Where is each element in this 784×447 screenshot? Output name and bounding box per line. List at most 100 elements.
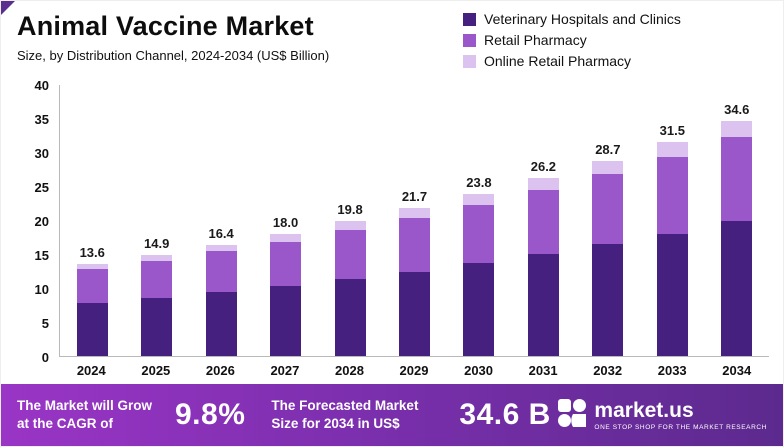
legend-label: Retail Pharmacy	[484, 32, 587, 48]
x-tick-label: 2028	[335, 363, 364, 378]
x-tick-label: 2027	[270, 363, 300, 378]
bar-segment	[398, 271, 430, 356]
bar-group: 26.2	[511, 159, 575, 356]
bar-total-label: 13.6	[79, 244, 105, 260]
y-tick-label: 35	[34, 112, 49, 127]
bar-total-label: 16.4	[208, 225, 234, 241]
x-tick-label: 2029	[399, 363, 429, 378]
y-tick-label: 30	[34, 146, 49, 161]
bar-segment	[334, 230, 366, 280]
market-us-logo-icon	[557, 398, 587, 433]
legend-item: Online Retail Pharmacy	[463, 53, 681, 69]
forecast-label: The Forecasted Market Size for 2034 in U…	[271, 398, 419, 431]
legend-label: Online Retail Pharmacy	[484, 53, 632, 69]
bar-segment	[592, 160, 624, 175]
bar-segment	[527, 254, 559, 356]
x-tick-label: 2032	[593, 363, 623, 378]
y-tick-label: 40	[34, 78, 49, 93]
bar-segment	[76, 263, 108, 269]
bar-total-label: 18.0	[272, 214, 299, 230]
bar-total-label: 21.7	[401, 189, 428, 205]
y-tick-label: 10	[34, 282, 49, 297]
bar-segment	[398, 208, 430, 218]
brand-name: market.us	[594, 398, 694, 422]
y-tick-label: 25	[34, 180, 49, 195]
bar-segment	[76, 302, 108, 356]
header: Animal Vaccine Market Size, by Distribut…	[17, 11, 329, 63]
bar-segment	[334, 221, 366, 231]
bar-segment	[527, 177, 559, 191]
bar-total-label: 26.2	[530, 158, 557, 174]
bar-segment	[721, 137, 753, 222]
legend-item: Retail Pharmacy	[463, 32, 681, 48]
bar-segment	[205, 292, 237, 356]
legend: Veterinary Hospitals and Clinics Retail P…	[463, 11, 681, 69]
bar-segment	[527, 190, 559, 254]
cagr-value: 9.8%	[175, 398, 246, 431]
legend-swatch-icon	[463, 54, 476, 68]
bar-segment	[398, 217, 430, 272]
bar-segment	[270, 241, 302, 286]
bar-segment	[656, 156, 688, 234]
bar-segment	[721, 120, 753, 138]
bar-segment	[141, 298, 173, 356]
bar-total-label: 14.9	[144, 235, 170, 251]
x-axis-labels: 2024 2025 2026 2027 2028 2029 2030 2031 2032 2033…	[59, 357, 769, 378]
bar-total-label: 23.8	[466, 175, 492, 191]
cagr-label: The Market will Grow at the CAGR of	[17, 398, 153, 431]
legend-swatch-icon	[463, 12, 476, 26]
bar-total-label: 28.7	[595, 141, 621, 157]
x-tick-label: 2025	[141, 363, 171, 378]
stacked-bar-chart: 0 5 10 15 20 25 30 35 40 13.6 14.9 16.4 18.0 19.8 21.…	[13, 78, 769, 378]
bar-segment	[592, 244, 624, 356]
legend-label: Veterinary Hospitals and Clinics	[484, 11, 681, 27]
bar-segment	[270, 285, 302, 356]
bar-group: 13.6	[60, 245, 124, 356]
bar-group: 23.8	[447, 175, 511, 356]
x-tick-label: 2026	[205, 363, 235, 378]
bar-group: 21.7	[382, 189, 446, 356]
bar-segment	[205, 244, 237, 252]
bar-segment	[205, 251, 237, 293]
bar-total-label: 19.8	[337, 202, 363, 218]
bar-group: 19.8	[318, 202, 382, 356]
bar-group: 16.4	[189, 225, 253, 356]
y-tick-label: 15	[34, 248, 49, 263]
corner-decoration	[1, 1, 15, 15]
bar-group: 31.5	[640, 123, 704, 356]
bar-group: 28.7	[576, 142, 640, 356]
bar-segment	[592, 174, 624, 245]
bar-segment	[656, 233, 688, 356]
bar-total-label: 34.6	[724, 101, 750, 117]
x-tick-label: 2030	[464, 363, 494, 378]
bar-segment	[656, 141, 688, 157]
bar-segment	[721, 221, 753, 356]
bar-group: 14.9	[124, 236, 188, 356]
bar-group: 34.6	[705, 102, 769, 356]
brand-tagline: ONE STOP SHOP FOR THE MARKET RESEARCH	[594, 423, 767, 431]
plot-area: 13.6 14.9 16.4 18.0 19.8 21.7 23.8 26.2 28.7 31.5…	[59, 85, 769, 357]
bar-segment	[463, 262, 495, 356]
x-tick-label: 2034	[722, 363, 752, 378]
x-tick-label: 2031	[528, 363, 558, 378]
bar-segment	[270, 233, 302, 242]
bar-segment	[334, 279, 366, 356]
forecast-value: 34.6 B	[459, 398, 551, 431]
y-axis: 0 5 10 15 20 25 30 35 40	[13, 78, 53, 365]
y-tick-label: 0	[41, 350, 49, 365]
legend-swatch-icon	[463, 33, 476, 47]
x-tick-label: 2024	[76, 363, 106, 378]
page-subtitle: Size, by Distribution Channel, 2024-2034…	[17, 48, 330, 63]
x-tick-label: 2033	[657, 363, 687, 378]
bar-segment	[463, 205, 495, 263]
y-tick-label: 20	[34, 214, 49, 229]
brand-block: market.us ONE STOP SHOP FOR THE MARKET R…	[557, 398, 767, 433]
bar-segment	[141, 260, 173, 299]
bar-segment	[141, 254, 173, 261]
y-tick-label: 5	[41, 316, 49, 331]
legend-item: Veterinary Hospitals and Clinics	[463, 11, 681, 27]
bar-segment	[76, 268, 108, 303]
bar-total-label: 31.5	[659, 122, 685, 138]
page-title: Animal Vaccine Market	[17, 11, 314, 41]
